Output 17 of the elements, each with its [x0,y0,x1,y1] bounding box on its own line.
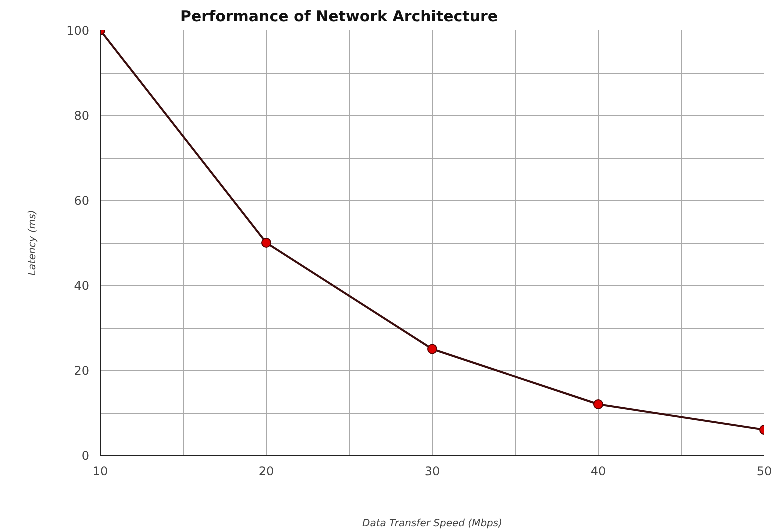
y-axis-title: Latency (ms) [28,210,39,276]
y-tick-label: 40 [74,279,90,293]
chart-title: Performance of Network Architecture [180,8,498,26]
y-tick-label: 80 [74,109,90,123]
point [594,400,604,410]
point [428,344,438,354]
x-tick-label: 30 [424,464,440,478]
x-axis-title: Data Transfer Speed (Mbps) [362,518,502,530]
y-tick-label: 100 [66,24,90,38]
y-tick-label: 20 [74,364,90,378]
x-tick-label: 20 [258,464,274,478]
x-tick-label: 10 [92,464,108,478]
y-tick-label: 60 [74,194,90,208]
x-tick-label: 50 [756,464,772,478]
y-tick-label: 0 [82,449,90,463]
x-tick-label: 40 [590,464,606,478]
point [262,238,272,248]
